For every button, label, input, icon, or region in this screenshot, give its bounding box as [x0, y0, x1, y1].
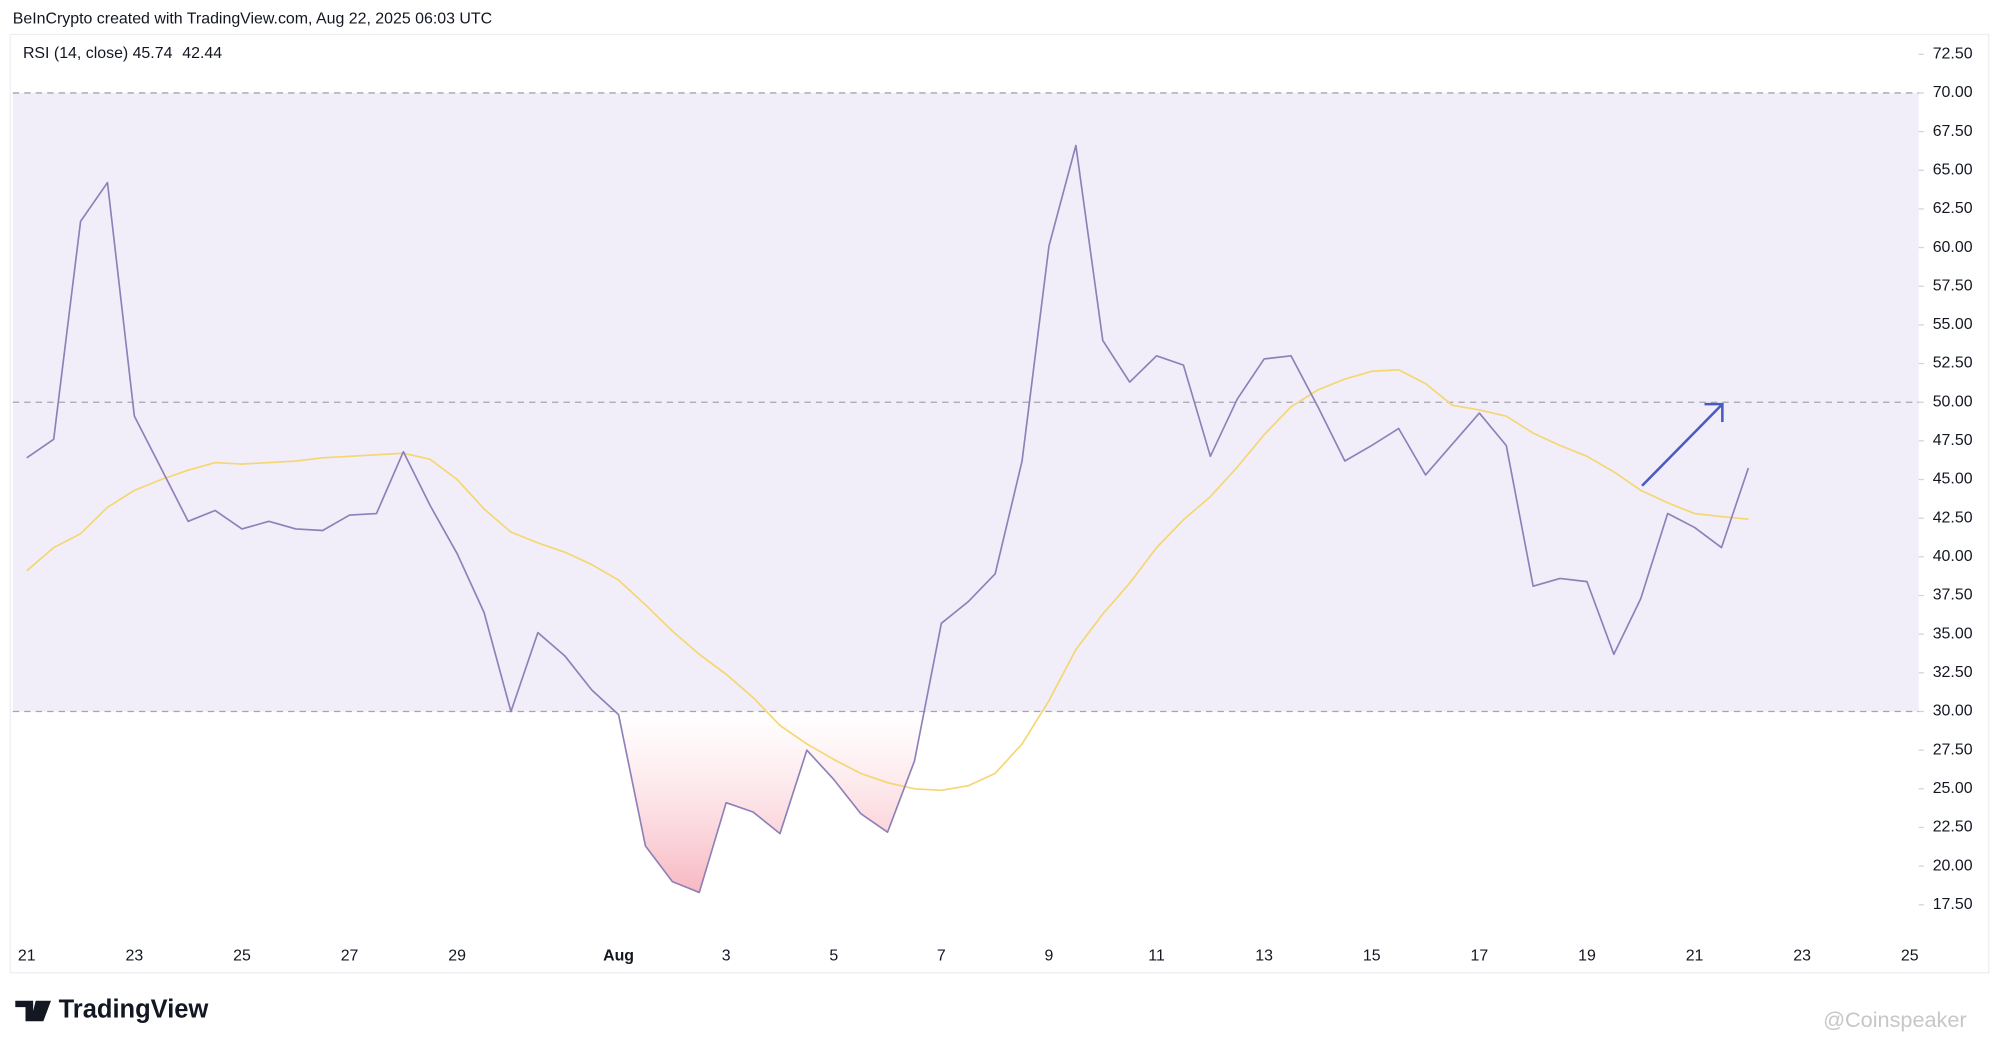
frame — [9, 33, 1990, 974]
logo-text: TradingView — [59, 996, 209, 1024]
y-tick-label: 42.50 — [1933, 509, 1973, 526]
x-tick-label: 25 — [233, 947, 251, 964]
x-tick-label: 11 — [1148, 947, 1165, 964]
y-tick-label: 32.50 — [1933, 664, 1973, 681]
y-tick-label: 20.00 — [1933, 857, 1973, 874]
series-line — [26, 144, 1750, 894]
y-tick-label: 65.00 — [1933, 161, 1973, 178]
y-tick-label: 57.50 — [1933, 277, 1973, 294]
y-tick-label: 67.50 — [1933, 123, 1973, 140]
y-tick-label: 37.50 — [1933, 587, 1973, 604]
y-tick-label: 30.00 — [1933, 703, 1973, 720]
y-tick-label: 17.50 — [1933, 896, 1973, 913]
y-tick-label: 50.00 — [1933, 393, 1973, 410]
trend-arrow — [1641, 402, 1724, 487]
y-tick-label: 70.00 — [1933, 84, 1973, 101]
legend-value: 45.74 — [133, 45, 173, 62]
x-tick-label: 17 — [1471, 947, 1489, 964]
y-tick-label: 35.00 — [1933, 625, 1973, 642]
logo: TradingView — [15, 996, 208, 1024]
x-tick-label: 7 — [937, 947, 946, 964]
header: BeInCrypto created with TradingView.com,… — [13, 10, 492, 27]
y-tick-label: 25.00 — [1933, 780, 1973, 797]
watermark: @Coinspeaker — [1823, 1007, 1967, 1032]
oversold-fill — [615, 711, 925, 893]
y-tick-label: 52.50 — [1933, 355, 1973, 372]
y-tick-label: 27.50 — [1933, 741, 1973, 758]
x-tick-label: Aug — [603, 947, 634, 964]
x-tick-label: 21 — [1686, 947, 1704, 964]
y-tick-label: 40.00 — [1933, 548, 1973, 565]
y-tick-label: 60.00 — [1933, 239, 1973, 256]
x-tick-label: 3 — [722, 947, 731, 964]
series-line — [26, 368, 1749, 792]
y-tick-label: 72.50 — [1933, 45, 1973, 62]
x-tick-label: 15 — [1363, 947, 1381, 964]
x-tick-label: 23 — [1793, 947, 1811, 964]
x-tick-label: 5 — [829, 947, 838, 964]
x-tick-label: 23 — [126, 947, 144, 964]
x-tick-label: 21 — [18, 947, 36, 964]
indicator-title: RSI (14, close) — [23, 45, 128, 62]
x-tick-label: 19 — [1578, 947, 1596, 964]
y-tick-label: 45.00 — [1933, 471, 1973, 488]
y-tick-label: 47.50 — [1933, 432, 1973, 449]
y-tick-label: 55.00 — [1933, 316, 1973, 333]
legend-value: 42.44 — [182, 45, 222, 62]
x-tick-label: 25 — [1901, 947, 1919, 964]
x-tick-label: 27 — [341, 947, 359, 964]
y-tick-label: 22.50 — [1933, 819, 1973, 836]
x-tick-label: 29 — [448, 947, 466, 964]
x-tick-label: 9 — [1045, 947, 1054, 964]
y-tick-label: 62.50 — [1933, 200, 1973, 217]
x-tick-label: 13 — [1255, 947, 1273, 964]
plot-area: 17.50 20.00 22.50 25.00 27.50 30.00 32.50 35.00… — [12, 45, 1973, 964]
